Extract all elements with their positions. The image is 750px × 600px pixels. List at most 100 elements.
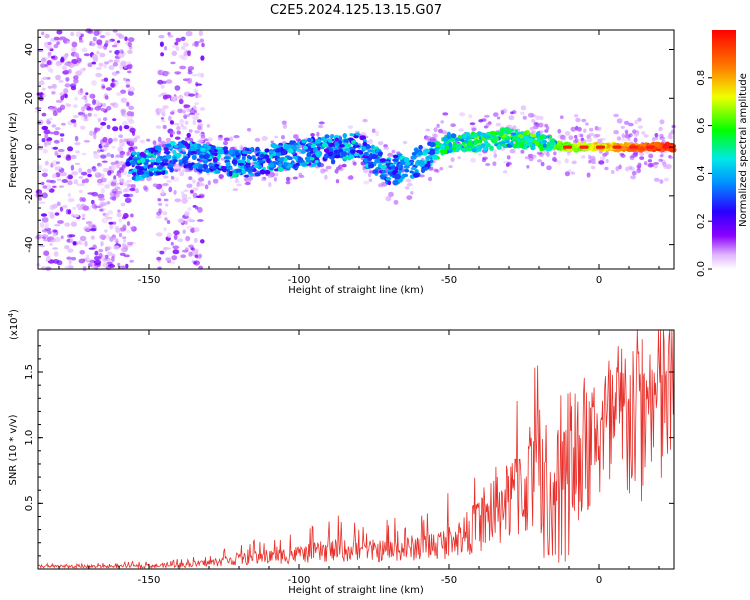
spectrogram-ridge-cell bbox=[542, 139, 547, 144]
spectrogram-ridge-cell bbox=[368, 163, 375, 169]
spectrogram-ridge-cell bbox=[164, 143, 172, 148]
spectrogram-halo bbox=[594, 133, 601, 138]
spectrogram-halo bbox=[427, 176, 433, 182]
spectrogram-speckle bbox=[106, 201, 111, 205]
spectrogram-speckle bbox=[44, 227, 52, 231]
spectrogram-ridge-cell bbox=[210, 166, 217, 170]
spectrogram-halo bbox=[425, 128, 431, 132]
spectrogram-speckle bbox=[96, 39, 103, 46]
spectrogram-speckle bbox=[51, 124, 57, 128]
spectrogram-speckle bbox=[53, 36, 60, 41]
spectrogram-speckle bbox=[41, 192, 48, 199]
spectrogram-speckle bbox=[113, 179, 117, 183]
spectrogram-speckle bbox=[107, 210, 114, 215]
spectrogram-speckle bbox=[186, 183, 193, 188]
spectrogram-ridge-cell bbox=[191, 162, 195, 166]
spectrogram-speckle bbox=[174, 71, 182, 75]
spectrogram-halo bbox=[406, 183, 413, 187]
spectrogram-ridge-cell bbox=[344, 147, 350, 152]
spectrogram-halo bbox=[618, 164, 622, 170]
spectrogram-halo bbox=[641, 131, 646, 135]
spectrogram-speckle bbox=[107, 170, 112, 176]
spectrogram-speckle bbox=[72, 206, 76, 210]
spectrogram-halo bbox=[659, 136, 666, 141]
spectrogram-halo bbox=[228, 136, 234, 142]
spectrogram-speckle bbox=[163, 198, 169, 202]
spectrogram-halo bbox=[247, 127, 252, 132]
spectrogram-halo bbox=[218, 174, 224, 179]
spectrogram-speckle bbox=[48, 107, 55, 111]
spectrogram-speckle bbox=[41, 217, 49, 223]
spectrogram-ridge-cell bbox=[223, 156, 229, 160]
spectrogram-ridge-cell bbox=[181, 151, 187, 155]
spectrogram-halo bbox=[318, 121, 325, 125]
spectrogram-speckle bbox=[102, 167, 110, 172]
spectrogram-speckle bbox=[118, 232, 123, 238]
spectrogram-ridge-cell bbox=[210, 147, 214, 151]
spectrogram-speckle bbox=[166, 180, 172, 183]
spectrogram-speckle bbox=[72, 114, 79, 119]
spectrogram-speckle bbox=[57, 166, 62, 170]
spectrogram-ridge-cell bbox=[483, 134, 490, 139]
spectrogram-halo bbox=[625, 130, 629, 135]
spectrogram-speckle bbox=[127, 90, 134, 96]
spectrogram-speckle bbox=[194, 102, 200, 105]
spectrogram-ridge-cell bbox=[253, 165, 260, 169]
spectrogram-ridge-cell bbox=[307, 137, 312, 143]
spectrogram-speckle bbox=[130, 140, 134, 146]
spectrogram-speckle bbox=[94, 256, 100, 261]
spectrogram-ridge-cell bbox=[269, 162, 275, 168]
spectrogram-speckle bbox=[61, 122, 66, 126]
spectrogram-speckle bbox=[115, 154, 121, 158]
spectrogram-ridge-cell bbox=[198, 165, 204, 170]
spectrogram-speckle bbox=[172, 249, 180, 255]
y-tick-label: 1.0 bbox=[24, 430, 35, 446]
spectrogram-halo bbox=[152, 183, 158, 187]
spectrogram-halo bbox=[152, 140, 157, 145]
spectrogram-ridge-cell bbox=[483, 147, 488, 151]
spectrogram-halo bbox=[194, 130, 201, 134]
spectrogram-speckle bbox=[87, 63, 93, 68]
spectrogram-ridge-cell bbox=[392, 179, 399, 186]
spectrogram-ridge-cell bbox=[370, 144, 375, 150]
spectrogram-halo bbox=[218, 174, 224, 180]
spectrogram-speckle bbox=[59, 58, 65, 63]
spectrogram-speckle bbox=[200, 239, 205, 244]
spectrogram-speckle bbox=[188, 251, 193, 257]
spectrogram-halo bbox=[481, 157, 487, 163]
spectrogram-halo bbox=[116, 190, 123, 195]
spectrogram-peak-cell bbox=[596, 145, 605, 149]
y-tick-label: -20 bbox=[24, 188, 35, 204]
spectrogram-speckle bbox=[126, 111, 133, 117]
spectrogram-speckle bbox=[98, 203, 104, 208]
spectrogram-speckle bbox=[54, 150, 58, 156]
spectrogram-ridge-cell bbox=[414, 148, 419, 154]
spectrogram-speckle bbox=[161, 69, 165, 74]
spectrogram-halo bbox=[557, 128, 562, 134]
spectrogram-speckle bbox=[187, 51, 191, 57]
spectrogram-halo bbox=[597, 138, 603, 144]
spectrogram-speckle bbox=[119, 49, 124, 54]
spectrogram-ridge-cell bbox=[403, 173, 409, 178]
spectrogram-halo bbox=[248, 175, 253, 181]
spectrogram-ridge-cell bbox=[182, 159, 187, 164]
spectrogram-speckle bbox=[56, 155, 62, 158]
spectrogram-speckle bbox=[49, 213, 55, 219]
spectrogram-speckle bbox=[53, 130, 60, 136]
spectrogram-ridge-cell bbox=[514, 129, 519, 134]
spectrogram-speckle bbox=[79, 40, 84, 43]
spectrogram-ridge-cell bbox=[136, 159, 141, 164]
spectrogram-halo bbox=[552, 156, 557, 162]
spectrogram-ridge-cell bbox=[329, 134, 334, 139]
spectrogram-speckle bbox=[47, 230, 52, 235]
spectrogram-speckle bbox=[196, 94, 203, 98]
spectrogram-halo bbox=[478, 153, 482, 157]
spectrogram-speckle bbox=[81, 197, 87, 203]
spectrogram-halo bbox=[483, 125, 489, 129]
spectrogram-speckle bbox=[52, 259, 60, 264]
spectrogram-speckle bbox=[109, 38, 115, 42]
spectrogram-speckle bbox=[116, 91, 122, 96]
spectrogram-speckle bbox=[59, 185, 64, 188]
spectrogram-halo bbox=[543, 150, 547, 155]
spectrogram-speckle bbox=[104, 246, 109, 252]
